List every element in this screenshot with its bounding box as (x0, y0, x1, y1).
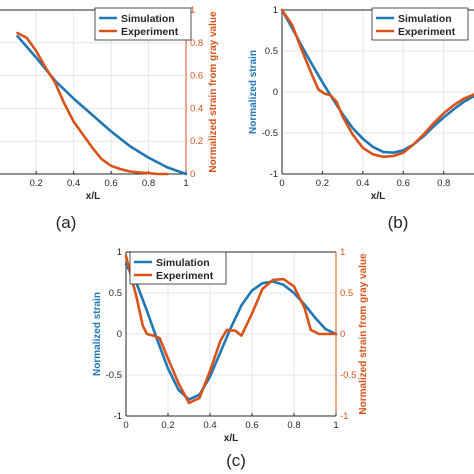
x-tick-label: 1 (333, 420, 338, 431)
y-axis-label-right: Normalized strain from gray value (358, 253, 369, 415)
chart-b: 0 0.2 0.4 0.6 0.8 -1 -0.5 0 0.5 1 Normalized strai… (248, 5, 474, 232)
y-tick-label-right: -1 (340, 411, 348, 422)
series-line-experiment (16, 31, 169, 176)
legend-box (371, 7, 469, 41)
x-tick-label: 0.8 (287, 420, 300, 431)
y-tick-label-right: 0.6 (190, 71, 203, 82)
y-axis-label-left: Normalized strain (248, 50, 259, 134)
y-tick-label-right: 0 (340, 329, 345, 340)
x-axis-label: x/L (86, 191, 100, 202)
y-tick-label-left: 0 (117, 329, 122, 340)
y-tick-label-right: 0 (190, 169, 195, 180)
y-tick-label-left: 1 (273, 5, 278, 16)
x-tick-label: 0.8 (437, 178, 450, 189)
x-tick-label: 0 (123, 420, 128, 431)
x-axis-label: x/L (224, 433, 238, 444)
y-tick-label-left: 0.5 (109, 288, 122, 299)
series-line-experiment (280, 8, 474, 159)
legend-label: Simulation (398, 13, 452, 25)
series-line-simulation (124, 263, 338, 401)
y-tick-label-left: -1 (114, 411, 122, 422)
y-tick-label-left: -0.5 (106, 370, 122, 381)
y-axis-label-right: Normalized strain from gray value (208, 11, 219, 173)
legend-label: Simulation (121, 13, 175, 25)
x-tick-label: 0.6 (397, 178, 410, 189)
y-tick-label-right: 1 (340, 247, 345, 258)
series-line-simulation (280, 8, 474, 154)
panel-label: (a) (56, 213, 77, 232)
x-tick-label: 0.2 (316, 178, 329, 189)
x-axis-label: x/L (371, 191, 385, 202)
x-tick-label: 0 (279, 178, 284, 189)
y-tick-label-left: 1 (117, 247, 122, 258)
legend-label: Experiment (121, 26, 179, 38)
y-axis-label-left: Normalized strain (92, 292, 103, 376)
x-tick-label: 0.6 (104, 178, 117, 189)
x-tick-label: 0.2 (30, 178, 43, 189)
y-tick-label-left: -0.5 (262, 128, 278, 139)
y-tick-label-right: 0.8 (190, 38, 203, 49)
x-tick-label: 0.8 (142, 178, 155, 189)
legend-label: Experiment (156, 270, 214, 282)
x-tick-label: 0.4 (203, 420, 216, 431)
legend-box (94, 7, 192, 41)
legend-label: Simulation (156, 257, 210, 269)
series-line-simulation (16, 34, 188, 176)
y-tick-label-left: 0.5 (265, 46, 278, 57)
y-tick-label-right: 0.4 (190, 103, 203, 114)
legend-label: Experiment (398, 26, 456, 38)
y-tick-label-right: 1 (190, 5, 195, 16)
x-tick-label: 0.4 (67, 178, 80, 189)
x-tick-label: 0.6 (245, 420, 258, 431)
x-tick-label: 0.4 (356, 178, 369, 189)
y-tick-label-right: 0.2 (190, 136, 203, 147)
y-tick-label-right: 0.5 (340, 288, 353, 299)
panel-label: (c) (226, 451, 246, 470)
panel-label: (b) (388, 213, 409, 232)
x-tick-label: 0.2 (161, 420, 174, 431)
y-tick-label-left: 0 (273, 87, 278, 98)
y-tick-label-left: -1 (270, 169, 278, 180)
legend-box (129, 251, 227, 285)
y-tick-label-right: -0.5 (340, 370, 356, 381)
x-tick-label: 1 (183, 178, 188, 189)
